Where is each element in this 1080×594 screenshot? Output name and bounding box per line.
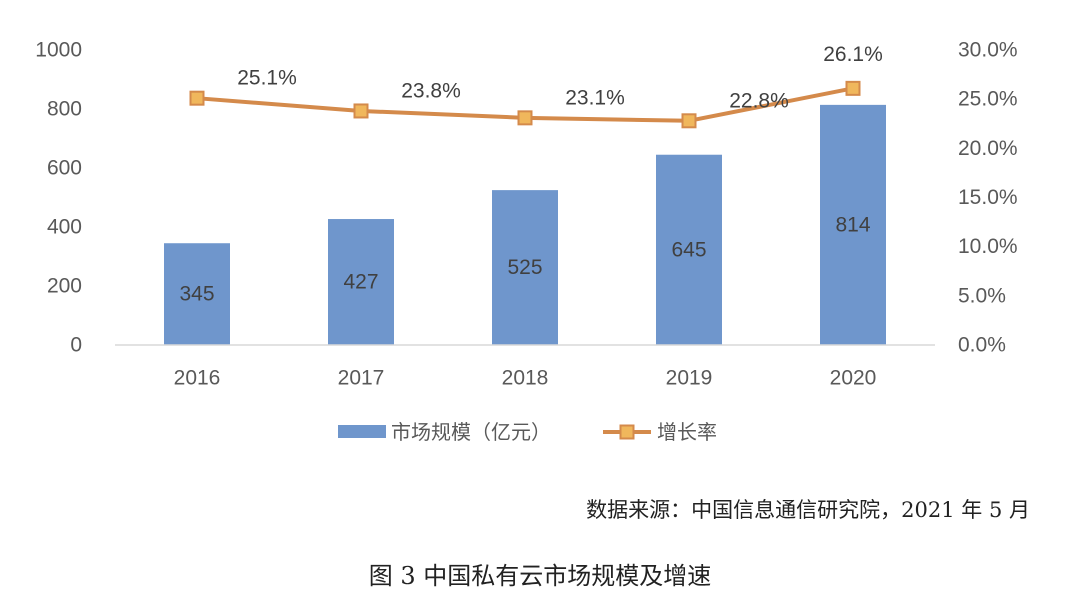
- x-tick-label: 2019: [666, 367, 713, 390]
- y-right-tick-label: 15.0%: [958, 186, 1018, 209]
- legend-line-marker: [619, 424, 635, 440]
- line-marker: [845, 80, 861, 96]
- bar: [492, 190, 558, 345]
- y-right-tick-label: 30.0%: [958, 39, 1018, 62]
- figure-caption: 图 3 中国私有云市场规模及增速: [368, 562, 712, 590]
- y-right-tick-label: 10.0%: [958, 235, 1018, 258]
- bar-value-label: 345: [179, 283, 214, 306]
- line-value-label: 23.1%: [565, 86, 625, 109]
- line-value-label: 26.1%: [823, 43, 883, 66]
- bar: [820, 104, 886, 346]
- y-left-tick-label: 200: [47, 275, 82, 298]
- legend-bar-label: 市场规模（亿元）: [391, 420, 551, 444]
- x-tick-label: 2020: [830, 367, 877, 390]
- y-right-tick-label: 25.0%: [958, 88, 1018, 111]
- y-right-tick-label: 5.0%: [958, 284, 1006, 307]
- y-left-tick-label: 800: [47, 98, 82, 121]
- x-tick-label: 2018: [502, 367, 549, 390]
- bar-series: [164, 104, 886, 346]
- legend-bar-swatch: [338, 425, 386, 438]
- line-value-label: 23.8%: [401, 79, 461, 102]
- line-series: [189, 80, 861, 129]
- line-value-label: 22.8%: [729, 89, 789, 112]
- y-left-tick-label: 0: [70, 334, 82, 357]
- line-marker: [681, 113, 697, 129]
- y-left-tick-label: 600: [47, 157, 82, 180]
- line-data-labels: 25.1% 23.8% 23.1% 22.8% 26.1%: [237, 43, 883, 112]
- y-right-axis: 0.0% 5.0% 10.0% 15.0% 20.0% 25.0% 30.0%: [958, 39, 1018, 357]
- y-right-tick-label: 0.0%: [958, 334, 1006, 357]
- line-marker: [353, 103, 369, 119]
- bar-value-label: 814: [835, 213, 870, 236]
- legend: 市场规模（亿元） 增长率: [338, 420, 717, 444]
- bar: [328, 219, 394, 345]
- x-axis: 2016 2017 2018 2019 2020: [174, 367, 877, 390]
- y-left-tick-label: 400: [47, 216, 82, 239]
- x-tick-label: 2017: [338, 367, 385, 390]
- line-value-label: 25.1%: [237, 67, 297, 90]
- x-tick-label: 2016: [174, 367, 221, 390]
- y-right-tick-label: 20.0%: [958, 137, 1018, 160]
- line-marker: [189, 90, 205, 106]
- bar-value-label: 427: [343, 271, 378, 294]
- bar-value-label: 525: [507, 256, 542, 279]
- bar: [656, 154, 722, 345]
- source-note: 数据来源：中国信息通信研究院，2021 年 5 月: [586, 498, 1030, 522]
- bar-value-label: 645: [671, 238, 706, 261]
- y-left-tick-label: 1000: [35, 39, 82, 62]
- line-marker: [517, 110, 533, 126]
- legend-line-label: 增长率: [657, 420, 717, 444]
- bar-data-labels: 345 427 525 645 814: [179, 213, 870, 305]
- bar: [164, 243, 230, 345]
- y-left-axis: 0 200 400 600 800 1000: [35, 39, 82, 357]
